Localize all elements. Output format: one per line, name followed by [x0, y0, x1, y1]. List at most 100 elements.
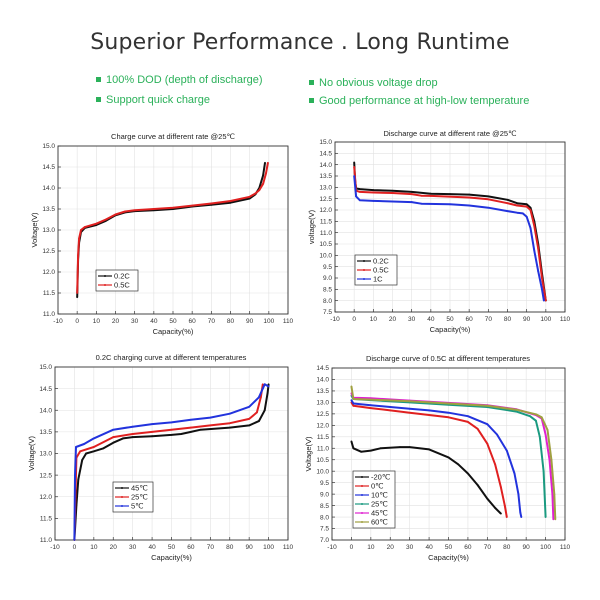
x-tick-label: 100	[263, 544, 274, 551]
data-point	[352, 447, 355, 450]
plot-frame	[334, 141, 566, 313]
y-tick-label: 11.0	[43, 311, 56, 318]
data-point	[525, 205, 528, 208]
y-tick-label: 10.5	[319, 241, 332, 248]
data-point	[209, 424, 212, 427]
data-point	[259, 396, 262, 399]
y-tick-label: 12.5	[316, 411, 329, 418]
data-point	[467, 415, 469, 418]
series-line-0.5C	[353, 166, 547, 301]
data-point	[79, 450, 82, 453]
data-point	[533, 224, 536, 227]
data-point	[92, 450, 95, 453]
x-tick-label: 40	[427, 316, 435, 323]
y-axis-label: Voltage(V)	[304, 436, 313, 472]
y-tick-label: 13.0	[316, 400, 329, 407]
data-point	[503, 504, 506, 507]
feature-item: Good performance at high-low temperature	[309, 95, 529, 107]
feature-text: No obvious voltage drop	[319, 77, 438, 89]
y-axis-label: Voltage(V)	[27, 435, 36, 471]
data-point	[353, 166, 356, 168]
data-point	[537, 270, 540, 273]
x-tick-label: 20	[387, 544, 395, 551]
data-point	[420, 194, 423, 197]
data-point	[468, 196, 471, 199]
data-point	[352, 402, 355, 405]
data-point	[372, 191, 375, 194]
data-point	[486, 404, 489, 407]
data-point	[506, 202, 509, 205]
data-point	[261, 387, 264, 390]
data-point	[359, 188, 361, 191]
y-tick-label: 14.0	[319, 162, 332, 169]
x-tick-label: 110	[560, 316, 571, 323]
y-tick-label: 8.0	[320, 514, 329, 521]
data-point	[546, 429, 549, 431]
x-tick-label: 60	[466, 316, 474, 323]
feature-text: Support quick charge	[106, 94, 210, 106]
data-point	[73, 539, 76, 541]
legend-label: 0.5C	[373, 266, 389, 275]
data-point	[350, 399, 353, 402]
data-point	[379, 447, 382, 450]
data-point	[263, 383, 266, 386]
x-tick-label: 30	[406, 544, 414, 551]
data-point	[369, 449, 372, 452]
x-tick-label: 0	[352, 316, 356, 323]
data-point	[468, 193, 471, 196]
data-point	[516, 211, 518, 214]
data-point	[494, 463, 496, 466]
y-tick-label: 10.0	[319, 253, 332, 260]
chart-title: 0.2C charging curve at different tempera…	[96, 353, 247, 362]
legend-label: 1C	[373, 275, 383, 284]
data-point	[248, 418, 251, 420]
data-point	[449, 193, 451, 196]
data-point	[76, 292, 79, 294]
data-point	[92, 446, 95, 448]
y-tick-label: 8.5	[323, 287, 332, 294]
legend-label: 0.2C	[373, 257, 389, 266]
data-point	[516, 202, 518, 205]
series-line-0℃	[350, 401, 508, 518]
legend-label: 45℃	[131, 484, 148, 493]
data-point	[151, 423, 153, 425]
legend: -20℃0℃10℃25℃45℃60℃	[352, 470, 396, 529]
data-point	[112, 428, 115, 431]
data-point	[540, 416, 543, 419]
legend-marker	[361, 521, 363, 523]
y-tick-label: 12.0	[42, 269, 55, 276]
data-point	[468, 204, 471, 207]
y-tick-label: 15.0	[42, 143, 55, 150]
legend-marker	[121, 496, 123, 498]
data-point	[124, 210, 126, 213]
data-point	[428, 448, 430, 451]
chart-title: Charge curve at different rate @25℃	[111, 132, 235, 141]
data-point	[369, 407, 372, 410]
data-point	[190, 426, 192, 429]
data-point	[513, 472, 516, 475]
data-point	[360, 450, 363, 453]
y-tick-label: 13.5	[316, 388, 329, 395]
y-tick-label: 14.5	[42, 164, 55, 171]
data-point	[228, 426, 231, 429]
chart-3: -10 0 10 20 30 40 50 60 70 80 90 100 110 11.0 11.5 12.0…	[27, 353, 294, 562]
chart-4: -10 0 10 20 30 40 50 60 70 80 90 100 110 7.0 7.5 8.0 8.5…	[304, 354, 571, 562]
x-tick-label: 40	[425, 544, 433, 551]
data-point	[506, 210, 509, 213]
y-tick-label: 13.0	[42, 227, 55, 234]
legend-marker	[104, 284, 106, 286]
data-point	[352, 398, 355, 400]
y-tick-label: 9.0	[320, 491, 329, 498]
y-tick-label: 14.0	[42, 185, 55, 192]
y-tick-label: 7.5	[323, 309, 332, 316]
x-tick-label: 80	[503, 544, 511, 551]
x-tick-label: 70	[485, 316, 493, 323]
data-point	[359, 190, 361, 193]
data-point	[180, 433, 183, 435]
y-tick-label: 9.5	[320, 480, 329, 487]
y-tick-label: 12.0	[319, 207, 332, 214]
data-point	[529, 206, 532, 209]
x-tick-label: 50	[168, 544, 176, 551]
x-tick-label: 100	[540, 316, 551, 323]
data-point	[77, 254, 80, 257]
